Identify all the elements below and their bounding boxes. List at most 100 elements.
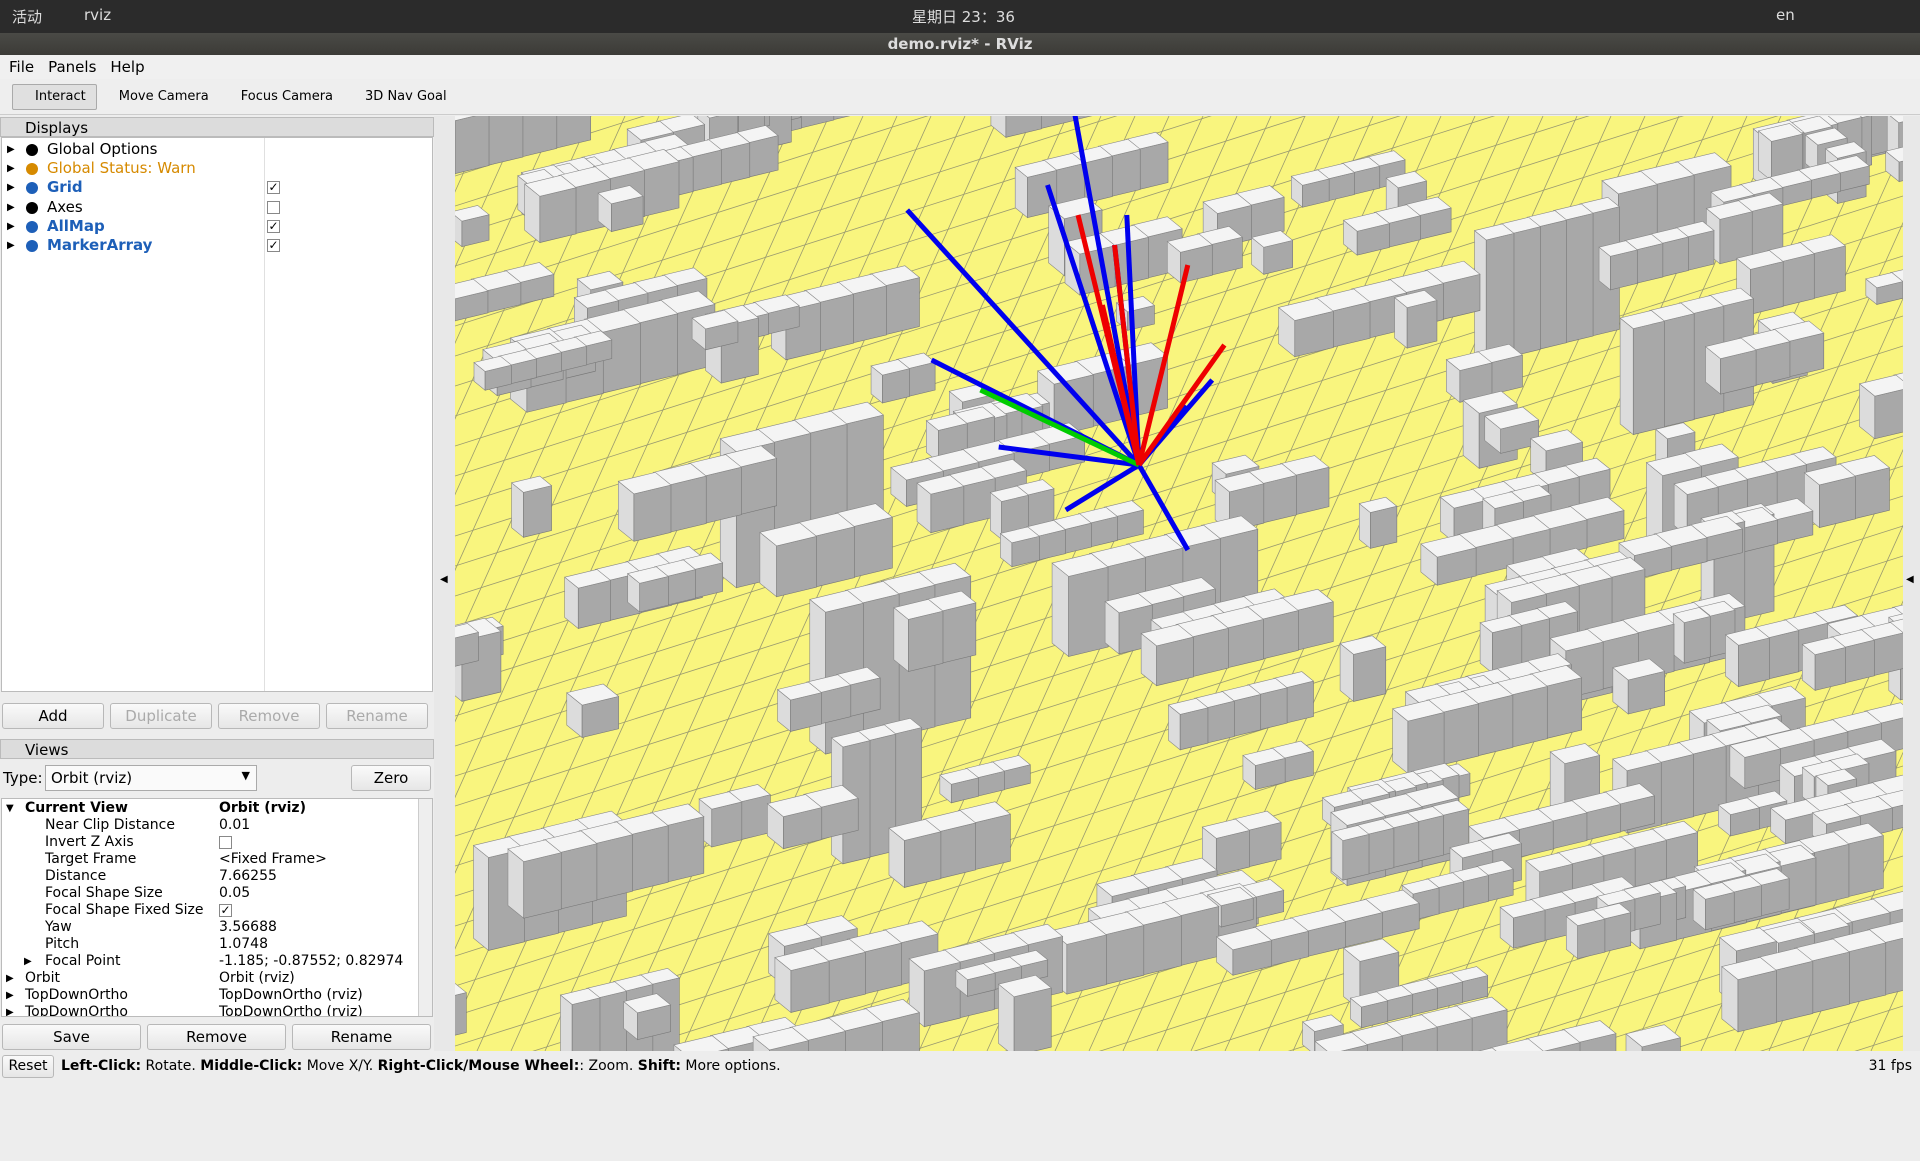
property-name: TopDownOrtho bbox=[25, 987, 128, 1004]
expand-arrow[interactable]: ▶ bbox=[7, 198, 15, 217]
display-label[interactable]: Grid bbox=[47, 178, 83, 197]
expand-arrow[interactable]: ▼ bbox=[6, 800, 14, 817]
block-front bbox=[1343, 834, 1369, 880]
block-front bbox=[1813, 844, 1849, 905]
block-front bbox=[1142, 916, 1181, 975]
3d-view[interactable] bbox=[455, 116, 1903, 1051]
checkbox[interactable] bbox=[219, 836, 232, 849]
status-part: Move X/Y. bbox=[302, 1058, 377, 1074]
block-front bbox=[595, 835, 633, 901]
expand-arrow[interactable]: ▶ bbox=[6, 970, 14, 987]
property-value: Orbit (rviz) bbox=[219, 800, 306, 817]
app-menu[interactable]: rviz bbox=[84, 6, 111, 24]
expand-arrow[interactable]: ▶ bbox=[7, 140, 15, 159]
button[interactable]: Remove bbox=[147, 1024, 286, 1050]
block-front bbox=[1660, 754, 1694, 825]
menu-item[interactable]: Panels bbox=[39, 55, 101, 76]
property-value: 1.0748 bbox=[219, 936, 268, 953]
block-front bbox=[1782, 254, 1815, 307]
tool-button[interactable]: Interact bbox=[12, 84, 97, 110]
display-label[interactable]: AllMap bbox=[47, 217, 105, 236]
block-front bbox=[939, 823, 976, 879]
block-front bbox=[631, 826, 669, 892]
block-front bbox=[1884, 934, 1903, 995]
checkbox[interactable]: ✓ bbox=[267, 220, 280, 233]
button[interactable]: Add bbox=[2, 703, 104, 729]
displays-header: Displays bbox=[0, 117, 434, 137]
block-front bbox=[1368, 828, 1394, 874]
block-front bbox=[1417, 815, 1443, 861]
property-row[interactable]: ▶Focal Point-1.185; -0.87552; 0.82974 bbox=[2, 953, 422, 970]
property-row[interactable]: ▼ Current View Orbit (rviz) bbox=[2, 800, 422, 817]
block-front bbox=[1408, 712, 1444, 773]
property-row[interactable]: Focal Shape Fixed Size✓ bbox=[2, 902, 422, 919]
display-icon bbox=[26, 182, 38, 194]
display-label[interactable]: MarkerArray bbox=[47, 236, 152, 255]
display-icon bbox=[26, 144, 38, 156]
block-side bbox=[1620, 318, 1633, 435]
expand-arrow[interactable]: ▶ bbox=[7, 236, 15, 255]
tool-button[interactable]: Move Camera bbox=[97, 85, 219, 111]
expand-arrow[interactable]: ▶ bbox=[7, 217, 15, 236]
expand-arrow[interactable]: ▶ bbox=[6, 987, 14, 1004]
block-front bbox=[1354, 647, 1386, 702]
tool-button[interactable]: 3D Nav Goal bbox=[343, 85, 457, 111]
block-front bbox=[974, 814, 1011, 870]
button[interactable]: Save bbox=[2, 1024, 141, 1050]
property-name: Target Frame bbox=[45, 851, 136, 868]
menu-item[interactable]: Help bbox=[101, 55, 149, 76]
splitter[interactable]: ◀ bbox=[1903, 116, 1920, 1051]
expand-arrow[interactable]: ▶ bbox=[7, 178, 15, 197]
checkbox[interactable]: ✓ bbox=[219, 904, 232, 917]
property-name: Current View bbox=[25, 800, 128, 817]
block-front bbox=[1774, 961, 1812, 1022]
checkbox[interactable]: ✓ bbox=[267, 181, 280, 194]
block-front bbox=[1684, 616, 1710, 663]
tool-button[interactable]: Focus Camera bbox=[219, 85, 343, 111]
block-front bbox=[1139, 142, 1168, 189]
language[interactable]: en bbox=[1776, 6, 1795, 24]
reset-button[interactable]: Reset bbox=[2, 1055, 54, 1078]
display-label[interactable]: Axes bbox=[47, 198, 83, 217]
expand-arrow[interactable]: ▶ bbox=[6, 1004, 14, 1017]
block-front bbox=[1578, 919, 1605, 959]
activities[interactable]: 活动 bbox=[12, 6, 42, 27]
block-front bbox=[1636, 243, 1663, 283]
type-dropdown[interactable]: Orbit (rviz)▼ bbox=[45, 765, 257, 791]
block-front bbox=[1511, 686, 1547, 747]
display-icon bbox=[26, 202, 38, 214]
checkbox[interactable]: ✓ bbox=[267, 239, 280, 252]
status-part: : Zoom. bbox=[579, 1058, 637, 1074]
block-front bbox=[540, 188, 576, 243]
zero-button[interactable]: Zero bbox=[351, 765, 431, 791]
block-front bbox=[924, 962, 960, 1026]
property-name: Near Clip Distance bbox=[45, 817, 175, 834]
expand-arrow[interactable]: ▶ bbox=[24, 953, 32, 970]
property-row[interactable]: Invert Z Axis bbox=[2, 834, 422, 851]
splitter[interactable]: ◀ bbox=[434, 116, 455, 1051]
block-front bbox=[1847, 835, 1883, 896]
property-value: <Fixed Frame> bbox=[219, 851, 327, 868]
clock[interactable]: 星期日 23：36 bbox=[912, 6, 1015, 27]
block-front bbox=[669, 476, 706, 532]
button[interactable]: Rename bbox=[292, 1024, 431, 1050]
display-label[interactable]: Global Options bbox=[47, 140, 158, 159]
expand-arrow[interactable]: ▶ bbox=[7, 159, 15, 178]
display-label[interactable]: Global Status: Warn bbox=[47, 159, 196, 178]
property-row[interactable]: Target Frame <Fixed Frame> bbox=[2, 851, 422, 868]
top-bar: 活动 rviz 星期日 23：36 en bbox=[0, 0, 1920, 33]
checkbox[interactable] bbox=[267, 201, 280, 214]
menu-item[interactable]: File bbox=[0, 55, 39, 76]
views-header: Views bbox=[0, 739, 434, 759]
property-name: Distance bbox=[45, 868, 106, 885]
